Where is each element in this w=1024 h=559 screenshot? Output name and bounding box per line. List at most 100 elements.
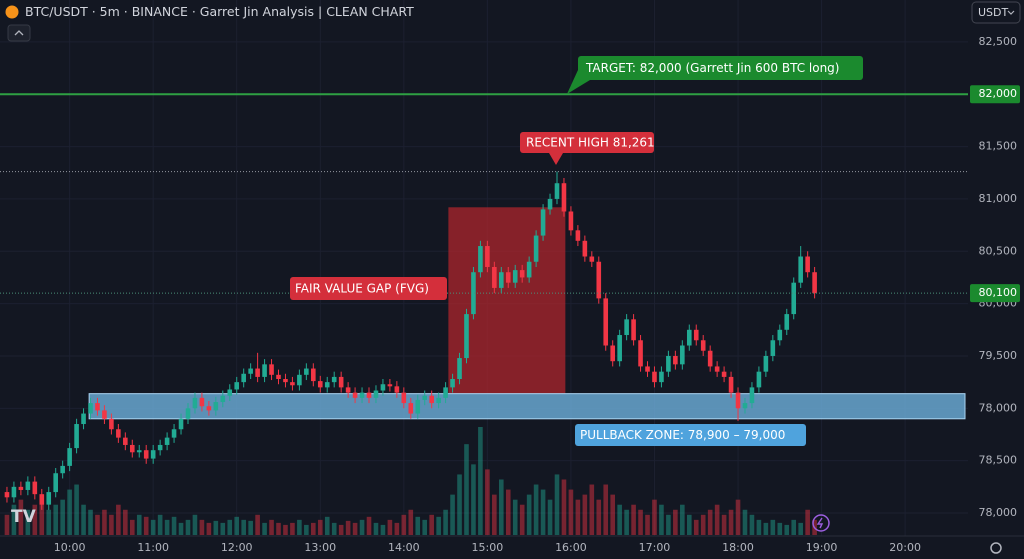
- volume-bar: [25, 509, 31, 535]
- candle-body: [749, 387, 755, 404]
- candle-body: [589, 256, 595, 262]
- volume-bar: [227, 519, 233, 535]
- volume-bar: [359, 519, 365, 535]
- volume-bar: [123, 509, 128, 535]
- volume-bar: [450, 494, 455, 535]
- x-tick-label: 10:00: [54, 541, 86, 554]
- candle-body: [248, 368, 253, 374]
- volume-bar: [213, 520, 219, 535]
- candle-body: [770, 340, 776, 356]
- y-tick-label: 82,500: [979, 35, 1018, 48]
- candle-body: [533, 235, 539, 262]
- volume-bar: [408, 509, 414, 535]
- volume-bar: [575, 499, 581, 535]
- candle-body: [791, 282, 797, 315]
- volume-bar: [700, 514, 706, 535]
- candle-body: [498, 272, 504, 288]
- candle-body: [241, 373, 246, 383]
- candle-body: [450, 379, 455, 388]
- volume-bar: [102, 509, 107, 535]
- volume-bar: [338, 524, 344, 535]
- y-tick-label: 81,500: [979, 140, 1018, 153]
- candle-body: [422, 395, 428, 400]
- target-label-box: [578, 56, 863, 80]
- volume-bar: [192, 514, 198, 535]
- candle-body: [645, 366, 650, 372]
- candle-body: [408, 403, 414, 414]
- volume-bar: [617, 504, 622, 535]
- candle-body: [331, 376, 337, 383]
- alert-bolt: [816, 517, 824, 529]
- candle-body: [227, 389, 233, 396]
- collapse-button[interactable]: [7, 24, 31, 42]
- volume-bar: [777, 522, 783, 535]
- volume-bar: [666, 514, 671, 535]
- volume-bar: [742, 509, 748, 535]
- candle-body: [505, 272, 511, 283]
- pullback-label-box: [575, 424, 806, 446]
- volume-bar: [485, 469, 490, 535]
- candle-body: [143, 450, 149, 459]
- candle-body: [485, 246, 490, 267]
- volume-bar: [46, 509, 52, 535]
- candle-body: [171, 429, 177, 438]
- candle-body: [526, 261, 532, 278]
- candle-body: [324, 382, 330, 388]
- candle-body: [478, 246, 483, 273]
- volume-bar: [526, 494, 532, 535]
- volume-bar: [533, 484, 539, 535]
- volume-bar: [317, 519, 323, 535]
- fvg-zone: [448, 207, 566, 394]
- volume-bar: [248, 520, 253, 535]
- volume-bar: [756, 519, 762, 535]
- settings-icon[interactable]: [990, 542, 1002, 554]
- target-price-badge: [970, 85, 1020, 104]
- candle-body: [32, 481, 38, 495]
- volume-bar: [415, 516, 421, 535]
- candle-body: [255, 368, 260, 377]
- volume-bar: [436, 516, 441, 535]
- volume-bar: [255, 514, 260, 535]
- volume-bar: [714, 504, 720, 535]
- volume-bar: [443, 509, 448, 535]
- candle-body: [512, 270, 518, 283]
- target-label: TARGET: 82,000 (Garrett Jin 600 BTC long…: [585, 61, 839, 75]
- volume-bar: [262, 522, 267, 535]
- recent-high-box: [520, 132, 654, 153]
- volume-bar: [206, 522, 212, 535]
- candle-body: [554, 183, 560, 199]
- volume-bar: [234, 516, 240, 535]
- chart-title: BTC/USDT · 5m · BINANCE · Garret Jin Ana…: [25, 4, 414, 19]
- candle-body: [262, 364, 267, 377]
- volume-bar: [659, 504, 664, 535]
- volume-bar: [32, 504, 38, 535]
- volume-bar: [686, 514, 692, 535]
- volume-bar: [652, 499, 657, 535]
- candle-body: [39, 494, 45, 505]
- alert-icon[interactable]: [812, 514, 830, 532]
- last-price-label: 80,100: [979, 286, 1018, 299]
- candle-body: [763, 355, 769, 372]
- volume-bar: [422, 519, 428, 535]
- currency-caret: [1007, 10, 1015, 15]
- candle-body: [380, 384, 386, 391]
- currency-button[interactable]: [971, 1, 1021, 24]
- fvg-label-box: [290, 277, 447, 300]
- volume-bar: [589, 484, 595, 535]
- candle-body: [373, 390, 379, 398]
- volume-bar: [283, 524, 288, 535]
- candle-body: [443, 387, 448, 398]
- candle-body: [67, 448, 72, 466]
- candle-body: [95, 403, 100, 411]
- candle-body: [150, 450, 156, 459]
- candle-body: [631, 319, 636, 341]
- candle-body: [213, 402, 219, 411]
- candle-body: [129, 444, 135, 453]
- candle-body: [784, 314, 790, 330]
- x-tick-label: 13:00: [304, 541, 336, 554]
- candle-body: [283, 379, 288, 383]
- recent-high-label: RECENT HIGH 81,261: [526, 136, 655, 150]
- volume-bar: [498, 479, 504, 535]
- y-tick-label: 81,000: [979, 192, 1018, 205]
